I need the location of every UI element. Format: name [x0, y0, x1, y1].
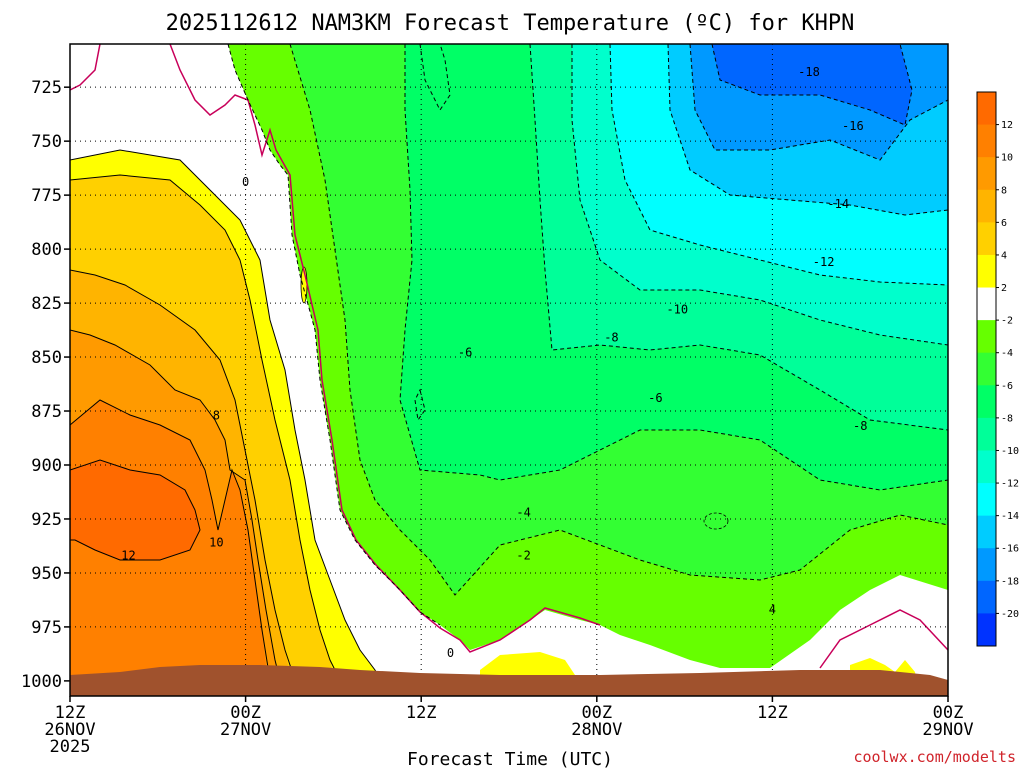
y-tick-label: 725	[31, 78, 62, 98]
contour-label: -4	[516, 505, 530, 519]
x-tick-label: 00Z	[933, 703, 964, 723]
contour-label: -16	[842, 119, 864, 133]
band-minus18-to-minus20	[712, 44, 912, 125]
colorbar-swatch	[977, 417, 996, 451]
x-tick-label: 27NOV	[220, 720, 271, 740]
contour-label: 4	[769, 603, 776, 617]
colorbar-swatch	[977, 450, 996, 484]
colorbar-tick-label: -16	[1001, 544, 1019, 555]
plot-frame	[69, 43, 949, 697]
y-tick-label: 750	[31, 132, 62, 152]
colorbar-swatch	[977, 548, 996, 582]
colorbar-tick-label: -6	[1001, 381, 1013, 392]
band-above-12	[70, 460, 200, 560]
contour-label: -6	[648, 391, 662, 405]
colorbar-swatch	[977, 320, 996, 354]
contour-labels: 0 8 12 10 -18 -16 -14 -12 -10 -8 -6 -6 -8 -4 -2 0 4	[121, 65, 867, 660]
x-tick-label: 29NOV	[922, 720, 973, 740]
colorbar-tick-label: 6	[1001, 218, 1007, 229]
y-axis: 725 750 775 800 825 850 875 900 925 950 975 1000	[21, 78, 70, 692]
colorbar-swatch	[977, 483, 996, 517]
y-tick-label: 975	[31, 618, 62, 638]
colorbar-swatch	[977, 222, 996, 256]
y-tick-label: 825	[31, 294, 62, 314]
colorbar-tick-label: -20	[1001, 609, 1019, 620]
contour-label: -6	[458, 346, 472, 360]
y-tick-label: 850	[31, 348, 62, 368]
colorbar-frame	[976, 91, 997, 647]
contour-label: 0	[447, 646, 454, 660]
y-tick-label: 1000	[21, 672, 62, 692]
contour-label: -12	[813, 255, 835, 269]
x-tick-label: 12Z	[406, 703, 437, 723]
contour-label: -14	[827, 197, 849, 211]
x-tick-label: 12Z	[757, 703, 788, 723]
y-tick-label: 800	[31, 240, 62, 260]
x-tick-label: 26NOV	[44, 720, 95, 740]
contour-label: 0	[242, 175, 249, 189]
colorbar-swatch	[977, 287, 996, 321]
colorbar-swatch	[977, 124, 996, 158]
colorbar-swatch	[977, 157, 996, 191]
y-tick-label: 775	[31, 186, 62, 206]
x-tick-label: 00Z	[230, 703, 261, 723]
temperature-field	[70, 44, 948, 696]
x-tick-label: 2025	[50, 737, 91, 757]
x-tick-label: 28NOV	[571, 720, 622, 740]
contour-label: -18	[798, 65, 820, 79]
colorbar-swatch	[977, 352, 996, 386]
terrain	[70, 665, 948, 696]
solid-contours	[70, 149, 381, 681]
colorbar-swatch	[977, 254, 996, 289]
colorbar-swatch	[977, 92, 996, 126]
credit-text: coolwx.com/modelts	[853, 748, 1016, 766]
colorbar-tick-label: -2	[1001, 316, 1013, 327]
colorbar-tick-label: -18	[1001, 576, 1019, 587]
grid	[70, 44, 948, 696]
contour-label: 12	[121, 549, 135, 563]
colorbar-tick-label: 12	[1001, 120, 1013, 131]
y-tick-label: 950	[31, 564, 62, 584]
colorbar: 12 10 8 6 4 2 -2 -4 -6 -8 -10 -12 -14 -16 -18 -20	[976, 91, 1019, 647]
contour-label: -10	[666, 303, 688, 317]
x-tick-label: 00Z	[581, 703, 612, 723]
colorbar-tick-label: 8	[1001, 185, 1007, 196]
y-tick-label: 925	[31, 510, 62, 530]
y-tick-label: 900	[31, 456, 62, 476]
chart-title: 2025112612 NAM3KM Forecast Temperature (…	[166, 11, 855, 36]
contour-label: 8	[213, 408, 220, 422]
colorbar-tick-label: 10	[1001, 153, 1013, 164]
contour-label: -8	[604, 331, 618, 345]
island-cold-pocket	[703, 512, 729, 530]
y-tick-label: 875	[31, 402, 62, 422]
colorbar-tick-label: -10	[1001, 446, 1019, 457]
band-above-12-b	[112, 572, 200, 598]
colorbar-swatch	[977, 580, 996, 614]
colorbar-tick-label: -12	[1001, 479, 1019, 490]
contour-label: -2	[516, 549, 530, 563]
colorbar-tick-label: -4	[1001, 348, 1013, 359]
colorbar-tick-label: -8	[1001, 413, 1013, 424]
colorbar-swatch	[977, 613, 996, 647]
colorbar-swatch	[977, 385, 996, 419]
x-axis-title: Forecast Time (UTC)	[407, 749, 613, 768]
contour-label: -8	[853, 419, 867, 433]
colorbar-swatch	[977, 515, 996, 549]
x-tick-label: 12Z	[55, 703, 86, 723]
colorbar-tick-label: 2	[1001, 283, 1007, 294]
colorbar-tick-label: -14	[1001, 511, 1019, 522]
contour-label: 10	[209, 536, 223, 550]
colorbar-swatch	[977, 189, 996, 223]
colorbar-tick-label: 4	[1001, 250, 1007, 261]
dashed-contours	[227, 44, 948, 626]
